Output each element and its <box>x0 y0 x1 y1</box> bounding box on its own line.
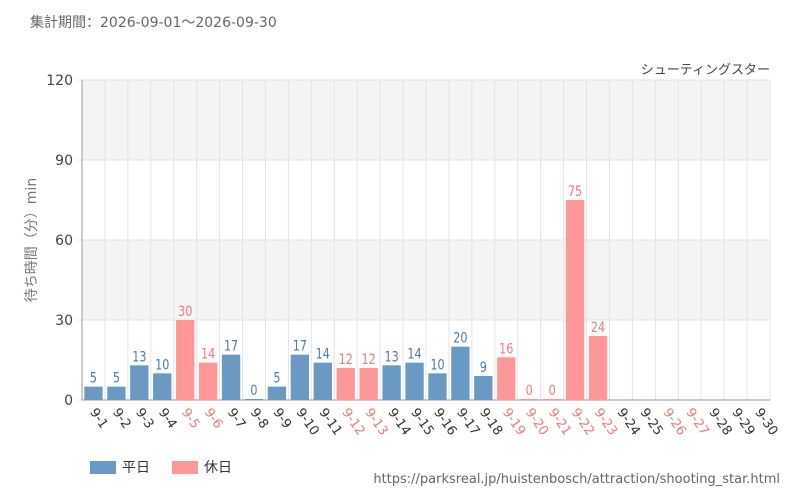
x-tick-label-9-29: 9-29 <box>728 406 757 439</box>
x-tick-label-9-30: 9-30 <box>751 406 780 439</box>
y-tick-label: 120 <box>46 73 73 89</box>
x-tick-label-9-12: 9-12 <box>338 406 367 439</box>
bar-9-15 <box>405 362 424 400</box>
chart-title: シューティングスター <box>641 63 770 78</box>
x-tick-label-9-2: 9-2 <box>109 406 133 432</box>
data-label-9-23: 24 <box>591 319 605 336</box>
y-tick-label: 90 <box>55 153 73 169</box>
data-label-9-8: 0 <box>250 382 257 399</box>
x-tick-label-9-18: 9-18 <box>476 406 505 439</box>
x-tick-label-9-24: 9-24 <box>614 406 643 439</box>
bar-9-13 <box>359 368 378 400</box>
x-tick-label-9-3: 9-3 <box>132 406 156 432</box>
source-url[interactable]: https://parksreal.jp/huistenbosch/attrac… <box>373 472 780 487</box>
x-tick-label-9-1: 9-1 <box>86 406 110 432</box>
bar-9-22 <box>565 200 585 400</box>
legend-swatch-weekday <box>90 460 116 474</box>
data-label-9-4: 10 <box>155 356 169 373</box>
bar-9-20 <box>520 399 539 400</box>
x-tick-label-9-9: 9-9 <box>270 406 294 432</box>
y-tick-label: 30 <box>55 313 73 329</box>
data-label-9-14: 13 <box>384 348 398 365</box>
bar-9-4 <box>153 373 172 400</box>
data-label-9-13: 12 <box>362 351 376 368</box>
data-label-9-7: 17 <box>224 337 238 354</box>
legend: 平日 休日 <box>90 457 254 477</box>
bar-9-23 <box>588 336 608 400</box>
x-tick-label-9-27: 9-27 <box>682 406 711 439</box>
bar-9-8 <box>244 399 264 400</box>
x-tick-label-9-19: 9-19 <box>499 406 528 439</box>
x-tick-label-9-14: 9-14 <box>384 406 413 439</box>
x-tick-label-9-20: 9-20 <box>522 406 551 439</box>
legend-item-weekday[interactable]: 平日 <box>90 457 150 477</box>
bar-9-6 <box>198 362 218 400</box>
data-label-9-10: 17 <box>293 337 307 354</box>
data-label-9-11: 14 <box>316 345 330 362</box>
legend-label-holiday: 休日 <box>204 460 232 476</box>
x-tick-label-9-6: 9-6 <box>201 406 225 432</box>
data-label-9-1: 5 <box>90 369 97 386</box>
data-label-9-5: 30 <box>178 303 192 320</box>
x-tick-label-9-15: 9-15 <box>407 406 436 439</box>
x-tick-label-9-5: 9-5 <box>178 406 202 432</box>
data-label-9-16: 10 <box>430 356 444 373</box>
bar-9-19 <box>497 357 516 400</box>
data-label-9-3: 13 <box>132 348 146 365</box>
x-tick-label-9-13: 9-13 <box>361 406 390 439</box>
bar-9-12 <box>336 368 355 400</box>
bar-9-3 <box>130 365 149 400</box>
data-label-9-21: 0 <box>549 382 556 399</box>
x-tick-label-9-7: 9-7 <box>224 406 248 432</box>
data-label-9-9: 5 <box>273 369 280 386</box>
x-tick-label-9-11: 9-11 <box>316 406 345 439</box>
x-tick-label-9-17: 9-17 <box>453 406 482 439</box>
bar-9-21 <box>542 399 562 400</box>
x-tick-label-9-28: 9-28 <box>705 406 734 439</box>
bar-9-7 <box>221 354 241 400</box>
bar-9-11 <box>313 362 332 400</box>
data-label-9-6: 14 <box>201 345 215 362</box>
bar-9-18 <box>474 376 493 400</box>
bar-9-1 <box>84 386 103 400</box>
x-tick-label-9-10: 9-10 <box>293 406 322 439</box>
bar-9-2 <box>107 386 126 400</box>
x-tick-label-9-4: 9-4 <box>155 406 179 432</box>
legend-swatch-holiday <box>172 460 198 474</box>
x-tick-label-9-16: 9-16 <box>430 406 459 439</box>
legend-label-weekday: 平日 <box>122 460 150 476</box>
x-tick-label-9-8: 9-8 <box>247 406 271 432</box>
bar-9-16 <box>428 373 447 400</box>
data-label-9-20: 0 <box>526 382 533 399</box>
x-tick-label-9-22: 9-22 <box>568 406 597 439</box>
x-tick-label-9-26: 9-26 <box>660 406 689 439</box>
y-tick-label: 0 <box>64 393 73 409</box>
y-tick-label: 60 <box>55 233 73 249</box>
bar-9-14 <box>382 365 401 400</box>
data-label-9-12: 12 <box>339 351 353 368</box>
legend-item-holiday[interactable]: 休日 <box>172 457 232 477</box>
data-label-9-18: 9 <box>480 359 487 376</box>
data-label-9-2: 5 <box>113 369 120 386</box>
x-tick-label-9-23: 9-23 <box>591 406 620 439</box>
bar-9-5 <box>176 320 195 400</box>
data-label-9-19: 16 <box>499 340 513 357</box>
bar-9-9 <box>267 386 287 400</box>
bar-9-10 <box>290 354 310 400</box>
data-label-9-17: 20 <box>453 329 467 346</box>
period-label: 集計期間：2026-09-01～2026-09-30 <box>30 15 277 31</box>
data-label-9-15: 14 <box>407 345 421 362</box>
x-tick-label-9-25: 9-25 <box>637 406 666 439</box>
x-tick-label-9-21: 9-21 <box>545 406 574 439</box>
data-label-9-22: 75 <box>568 183 582 200</box>
y-axis-label: 待ち時間（分）min <box>24 178 40 302</box>
bar-9-17 <box>451 346 470 400</box>
